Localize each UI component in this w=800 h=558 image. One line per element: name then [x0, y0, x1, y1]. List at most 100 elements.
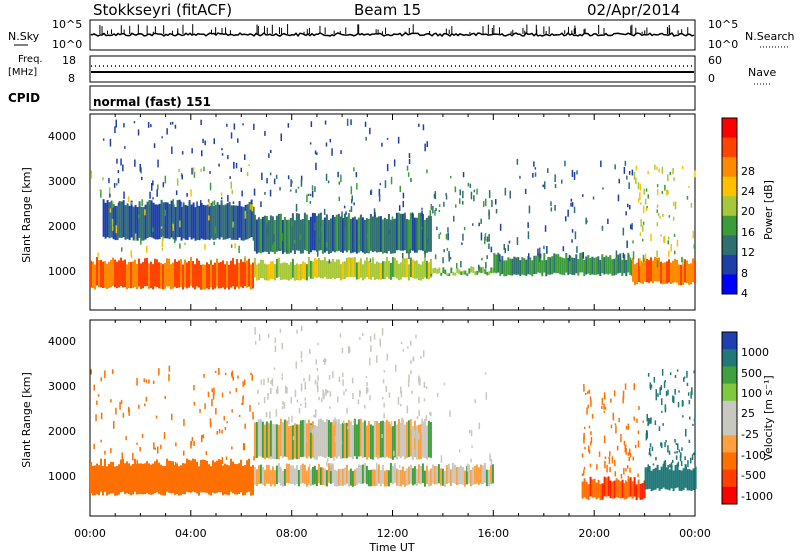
heatmap-speckle	[166, 128, 168, 135]
heatmap-cell	[490, 267, 493, 274]
heatmap-speckle	[351, 199, 353, 204]
heatmap-cell	[377, 422, 380, 459]
heatmap-cell	[118, 201, 121, 238]
heatmap-speckle	[147, 122, 150, 128]
heatmap-cell	[202, 204, 205, 240]
heatmap-cell	[527, 256, 530, 275]
heatmap-cell	[253, 257, 256, 278]
heatmap-cell	[206, 262, 208, 289]
heatmap-speckle	[279, 466, 282, 471]
heatmap-cell	[170, 200, 173, 238]
heatmap-cell	[102, 465, 104, 496]
heatmap-cell	[531, 260, 534, 277]
heatmap-cell	[575, 254, 578, 274]
heatmap-speckle	[397, 396, 400, 405]
heatmap-speckle	[682, 415, 684, 418]
heatmap-speckle	[309, 201, 312, 204]
heatmap-speckle	[175, 190, 178, 196]
heatmap-speckle	[171, 121, 174, 125]
heatmap-speckle	[625, 211, 627, 216]
heatmap-speckle	[148, 201, 151, 205]
heatmap-speckle	[670, 244, 672, 252]
heatmap-cell	[106, 466, 108, 496]
heatmap-speckle	[253, 456, 255, 461]
heatmap-speckle	[665, 440, 667, 443]
heatmap-cell	[331, 421, 334, 458]
heatmap-speckle	[383, 370, 386, 373]
heatmap-cell	[571, 257, 574, 275]
power-colorbar-swatch	[722, 118, 737, 139]
heatmap-cell	[601, 254, 604, 274]
heatmap-speckle	[642, 205, 645, 214]
noise-right-label: N.Search	[745, 30, 795, 43]
heatmap-cell	[438, 267, 441, 274]
heatmap-speckle	[406, 405, 409, 414]
heatmap-speckle	[264, 192, 266, 195]
heatmap-speckle	[528, 253, 530, 259]
heatmap-speckle	[426, 141, 428, 147]
heatmap-speckle	[489, 453, 491, 462]
heatmap-cell	[269, 261, 272, 279]
heatmap-speckle	[680, 460, 683, 466]
heatmap-speckle	[649, 453, 652, 457]
heatmap-cell	[607, 476, 610, 497]
heatmap-speckle	[439, 232, 442, 235]
heatmap-speckle	[507, 244, 509, 251]
heatmap-speckle	[583, 384, 585, 387]
heatmap-speckle	[141, 176, 143, 181]
heatmap-speckle	[269, 189, 272, 197]
heatmap-speckle	[627, 423, 629, 430]
heatmap-speckle	[193, 440, 195, 446]
heatmap-cell	[686, 260, 688, 283]
heatmap-cell	[375, 421, 378, 458]
heatmap-cell	[319, 212, 322, 251]
heatmap-cell	[212, 264, 214, 290]
heatmap-speckle	[96, 400, 98, 405]
heatmap-cell	[450, 267, 453, 274]
heatmap-speckle	[289, 189, 292, 192]
heatmap-speckle	[345, 389, 347, 392]
heatmap-speckle	[108, 178, 110, 184]
heatmap-cell	[493, 253, 496, 273]
heatmap-cell	[451, 463, 454, 483]
power-cb-tick-28: 28	[741, 165, 755, 178]
heatmap-speckle	[145, 396, 148, 402]
heatmap-speckle	[290, 179, 292, 187]
heatmap-speckle	[574, 231, 577, 240]
heatmap-cell	[621, 259, 624, 276]
heatmap-speckle	[643, 188, 645, 195]
heatmap-cell	[459, 465, 462, 485]
heatmap-speckle	[668, 215, 671, 218]
heatmap-cell	[341, 422, 344, 459]
x-tick-0400: 04:00	[175, 527, 207, 540]
heatmap-speckle	[350, 186, 353, 195]
heatmap-cell	[652, 260, 654, 283]
heatmap-speckle	[401, 417, 403, 425]
heatmap-speckle	[376, 462, 378, 471]
heatmap-speckle	[656, 209, 658, 213]
heatmap-cell	[114, 205, 117, 241]
heatmap-speckle	[388, 392, 391, 398]
heatmap-speckle	[358, 239, 360, 246]
vel-cb-tick-minus100: -100	[741, 449, 766, 462]
vel-ytick-4000: 4000	[48, 335, 76, 348]
heatmap-speckle	[416, 416, 419, 419]
heatmap-speckle	[121, 452, 123, 460]
heatmap-cell	[359, 214, 362, 252]
heatmap-speckle	[488, 190, 491, 199]
heatmap-speckle	[200, 168, 202, 172]
heatmap-speckle	[442, 257, 444, 264]
heatmap-cell	[291, 258, 294, 278]
heatmap-speckle	[589, 463, 592, 468]
heatmap-speckle	[325, 389, 327, 396]
heatmap-cell	[269, 420, 272, 458]
heatmap-cell	[375, 217, 378, 253]
heatmap-speckle	[473, 189, 476, 193]
heatmap-speckle	[326, 461, 328, 467]
heatmap-speckle	[332, 419, 335, 426]
heatmap-cell	[188, 200, 191, 238]
heatmap-cell	[112, 204, 115, 240]
power-ytick-1000: 1000	[48, 265, 76, 278]
heatmap-speckle	[270, 380, 272, 385]
heatmap-cell	[409, 419, 412, 457]
